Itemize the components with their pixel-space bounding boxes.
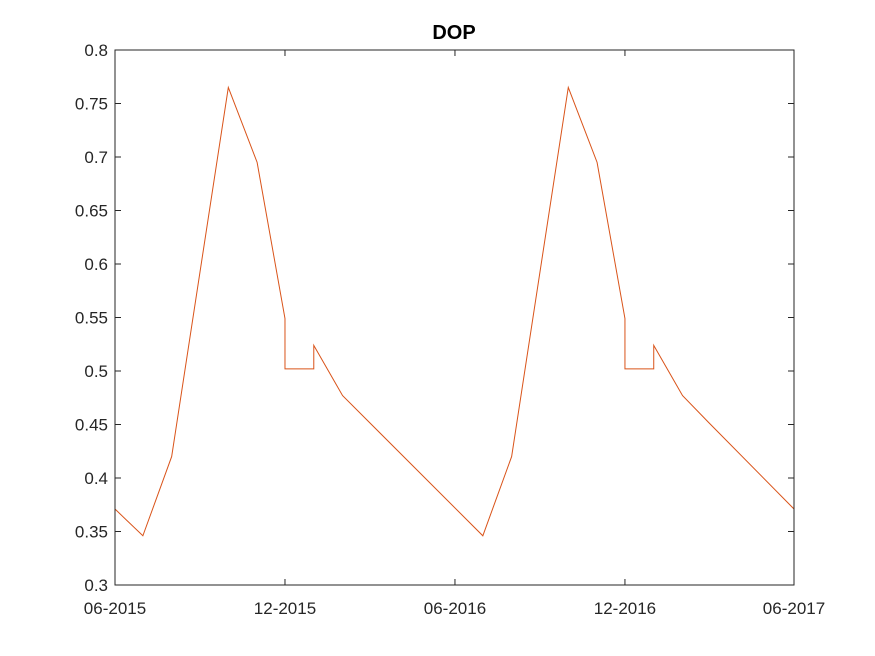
y-tick-label: 0.7 xyxy=(84,148,108,167)
x-tick-label: 06-2015 xyxy=(84,599,146,618)
x-tick-label: 06-2017 xyxy=(763,599,825,618)
series-line-0 xyxy=(114,85,795,537)
y-tick-label: 0.5 xyxy=(84,362,108,381)
x-tick-label: 06-2016 xyxy=(424,599,486,618)
y-tick-label: 0.4 xyxy=(84,469,108,488)
y-tick-label: 0.6 xyxy=(84,255,108,274)
x-tick-label: 12-2015 xyxy=(254,599,316,618)
y-tick-label: 0.3 xyxy=(84,576,108,595)
y-tick-label: 0.65 xyxy=(75,202,108,221)
series-layer xyxy=(114,85,795,537)
y-tick-label: 0.45 xyxy=(75,416,108,435)
axes-layer: 0.3 0.35 0.4 0.45 0.5 0.55 0.6 0.65 0.7 0.75 0.8 06… xyxy=(75,41,825,618)
y-tick-label: 0.75 xyxy=(75,95,108,114)
x-tick-label: 12-2016 xyxy=(594,599,656,618)
y-tick-label: 0.8 xyxy=(84,41,108,60)
chart-title: DOP xyxy=(432,22,475,44)
y-tick-label: 0.55 xyxy=(75,309,108,328)
y-tick-label: 0.35 xyxy=(75,523,108,542)
